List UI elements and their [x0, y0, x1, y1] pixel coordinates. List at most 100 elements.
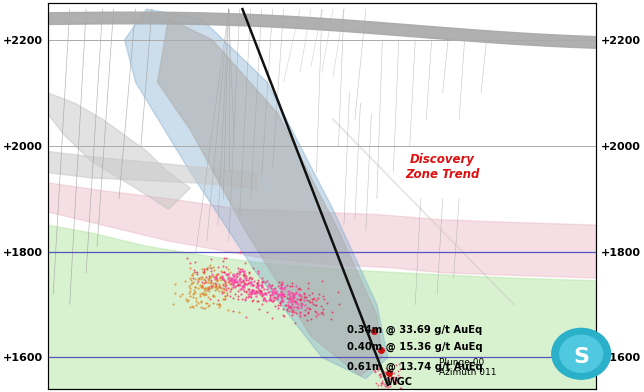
Point — [206, 268, 216, 274]
Point — [198, 304, 208, 310]
Point — [187, 304, 198, 310]
Point — [267, 315, 278, 321]
Point — [278, 291, 289, 297]
Point — [204, 285, 214, 292]
Point — [319, 296, 330, 302]
Point — [256, 289, 266, 296]
Point — [285, 283, 295, 289]
Point — [218, 276, 229, 282]
Point — [248, 282, 258, 289]
Point — [220, 263, 231, 270]
Point — [283, 296, 294, 303]
Point — [238, 282, 249, 288]
Point — [318, 293, 328, 299]
Point — [265, 292, 276, 298]
Point — [189, 269, 200, 275]
Point — [381, 365, 391, 371]
Point — [373, 386, 383, 392]
Point — [188, 291, 198, 297]
Point — [190, 276, 200, 282]
Point — [252, 290, 262, 296]
Point — [202, 285, 213, 291]
Point — [269, 297, 279, 303]
Text: WGC: WGC — [386, 377, 413, 387]
Point — [219, 277, 229, 283]
Circle shape — [552, 328, 611, 379]
Point — [295, 292, 305, 298]
Point — [229, 273, 240, 279]
Point — [276, 289, 287, 295]
Point — [209, 280, 220, 286]
Point — [240, 260, 250, 266]
Point — [196, 298, 206, 305]
Point — [191, 295, 201, 301]
Point — [225, 269, 235, 276]
Point — [262, 283, 272, 289]
Point — [203, 286, 213, 292]
Point — [231, 279, 242, 285]
Point — [256, 292, 267, 298]
Point — [238, 266, 248, 272]
Point — [276, 290, 287, 296]
Point — [222, 272, 232, 278]
Point — [389, 374, 399, 381]
Point — [260, 296, 270, 303]
Point — [325, 316, 336, 322]
Point — [384, 369, 394, 376]
Point — [220, 270, 231, 277]
Point — [289, 309, 299, 315]
Point — [380, 368, 390, 375]
Point — [182, 298, 192, 304]
Point — [252, 298, 262, 304]
Point — [200, 305, 210, 311]
Point — [274, 290, 285, 297]
Point — [204, 275, 214, 281]
Point — [272, 293, 283, 299]
Point — [257, 284, 267, 290]
Point — [244, 279, 254, 285]
Point — [252, 280, 262, 287]
Point — [204, 263, 214, 270]
Point — [216, 274, 227, 280]
Point — [267, 292, 277, 298]
Point — [241, 275, 251, 281]
Point — [247, 287, 257, 293]
Point — [198, 269, 209, 275]
Point — [247, 287, 258, 293]
Point — [230, 283, 240, 290]
Point — [189, 283, 200, 290]
Point — [393, 372, 403, 378]
Point — [211, 277, 222, 283]
Point — [235, 249, 245, 255]
Point — [245, 289, 256, 296]
Point — [185, 277, 196, 283]
Point — [303, 309, 313, 316]
Point — [301, 294, 312, 300]
Polygon shape — [48, 225, 596, 389]
Point — [247, 287, 257, 293]
Point — [281, 302, 291, 308]
Point — [191, 284, 201, 290]
Point — [303, 285, 313, 292]
Point — [249, 290, 259, 296]
Point — [256, 281, 267, 288]
Point — [289, 290, 299, 297]
Point — [296, 296, 306, 302]
Point — [255, 289, 265, 296]
Point — [266, 285, 276, 291]
Point — [227, 280, 238, 286]
Point — [237, 283, 247, 290]
Point — [272, 291, 282, 297]
Point — [269, 289, 279, 296]
Point — [245, 293, 256, 299]
Text: Plunge 00: Plunge 00 — [439, 358, 484, 367]
Text: Discovery
Zone Trend: Discovery Zone Trend — [406, 153, 480, 181]
Point — [197, 283, 207, 290]
Point — [204, 294, 214, 300]
Point — [193, 300, 203, 306]
Point — [311, 302, 321, 309]
Point — [291, 289, 301, 295]
Point — [272, 294, 282, 300]
Point — [290, 298, 300, 305]
Point — [192, 271, 202, 277]
